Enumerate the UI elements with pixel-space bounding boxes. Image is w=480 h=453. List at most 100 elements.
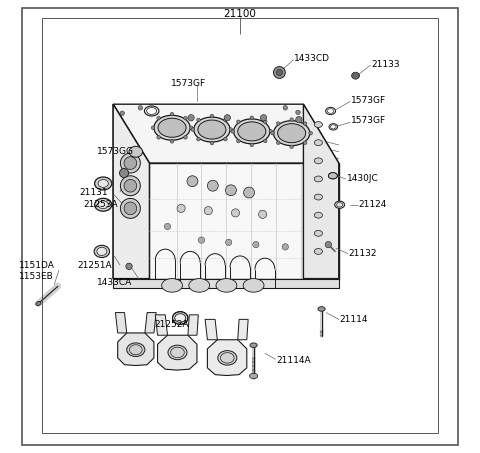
Ellipse shape bbox=[335, 201, 345, 208]
Circle shape bbox=[184, 116, 187, 120]
Ellipse shape bbox=[243, 279, 264, 292]
Text: 21132: 21132 bbox=[348, 249, 377, 258]
Circle shape bbox=[197, 137, 200, 141]
Circle shape bbox=[204, 207, 212, 215]
Circle shape bbox=[276, 122, 280, 125]
Polygon shape bbox=[205, 319, 217, 340]
Circle shape bbox=[188, 115, 194, 121]
Circle shape bbox=[296, 116, 302, 123]
Circle shape bbox=[325, 241, 332, 248]
Circle shape bbox=[187, 176, 198, 187]
Ellipse shape bbox=[238, 122, 266, 141]
Polygon shape bbox=[207, 340, 247, 376]
Ellipse shape bbox=[129, 146, 143, 157]
Circle shape bbox=[177, 204, 185, 212]
Polygon shape bbox=[113, 104, 149, 279]
Ellipse shape bbox=[36, 302, 41, 305]
Ellipse shape bbox=[277, 124, 306, 143]
Circle shape bbox=[296, 110, 300, 115]
Ellipse shape bbox=[274, 121, 310, 146]
Circle shape bbox=[124, 157, 137, 169]
Ellipse shape bbox=[95, 198, 112, 211]
Ellipse shape bbox=[158, 118, 186, 137]
Text: 1573GF: 1573GF bbox=[351, 96, 386, 105]
Ellipse shape bbox=[198, 120, 226, 139]
Polygon shape bbox=[115, 313, 127, 333]
Circle shape bbox=[224, 137, 227, 141]
Text: 21114A: 21114A bbox=[276, 356, 311, 365]
Ellipse shape bbox=[97, 247, 107, 255]
Circle shape bbox=[157, 116, 160, 120]
Ellipse shape bbox=[162, 279, 182, 292]
Polygon shape bbox=[157, 335, 197, 370]
Ellipse shape bbox=[95, 177, 112, 190]
Ellipse shape bbox=[314, 194, 323, 200]
Circle shape bbox=[210, 114, 214, 118]
Polygon shape bbox=[113, 104, 339, 163]
Circle shape bbox=[224, 115, 230, 121]
Text: 1433CD: 1433CD bbox=[294, 54, 330, 63]
Ellipse shape bbox=[144, 106, 159, 116]
Circle shape bbox=[237, 120, 240, 124]
Text: 21124: 21124 bbox=[359, 200, 387, 209]
Text: 1433CA: 1433CA bbox=[97, 278, 132, 287]
Ellipse shape bbox=[336, 202, 343, 207]
Ellipse shape bbox=[94, 246, 109, 257]
Circle shape bbox=[309, 131, 312, 135]
Circle shape bbox=[151, 126, 155, 130]
Circle shape bbox=[352, 72, 359, 79]
Circle shape bbox=[252, 241, 259, 248]
Circle shape bbox=[231, 209, 240, 217]
Polygon shape bbox=[303, 104, 339, 279]
Text: 1573GG: 1573GG bbox=[97, 147, 134, 156]
Circle shape bbox=[164, 223, 171, 230]
Circle shape bbox=[124, 179, 137, 192]
Polygon shape bbox=[145, 313, 156, 333]
Circle shape bbox=[250, 116, 253, 120]
Circle shape bbox=[210, 141, 214, 145]
Circle shape bbox=[269, 130, 273, 133]
Ellipse shape bbox=[314, 230, 323, 236]
Circle shape bbox=[138, 106, 143, 110]
Ellipse shape bbox=[98, 179, 108, 188]
Ellipse shape bbox=[314, 212, 323, 218]
Circle shape bbox=[290, 118, 293, 121]
Ellipse shape bbox=[175, 313, 186, 323]
Circle shape bbox=[198, 237, 204, 243]
Circle shape bbox=[244, 187, 254, 198]
Circle shape bbox=[126, 263, 132, 270]
Ellipse shape bbox=[329, 124, 337, 130]
Polygon shape bbox=[113, 104, 149, 279]
Ellipse shape bbox=[314, 158, 323, 164]
Text: 21100: 21100 bbox=[224, 10, 256, 19]
Text: 21133: 21133 bbox=[372, 60, 400, 69]
Circle shape bbox=[226, 239, 232, 246]
Ellipse shape bbox=[314, 176, 323, 182]
Circle shape bbox=[207, 180, 218, 191]
Ellipse shape bbox=[328, 173, 337, 179]
Circle shape bbox=[264, 139, 267, 143]
Ellipse shape bbox=[325, 107, 336, 115]
Ellipse shape bbox=[352, 72, 360, 79]
Circle shape bbox=[237, 139, 240, 143]
Text: 21131: 21131 bbox=[79, 188, 108, 197]
Ellipse shape bbox=[216, 279, 237, 292]
Polygon shape bbox=[113, 279, 339, 288]
Circle shape bbox=[120, 198, 140, 218]
Text: 1430JC: 1430JC bbox=[347, 173, 378, 183]
Ellipse shape bbox=[127, 343, 145, 357]
Circle shape bbox=[264, 120, 267, 124]
Circle shape bbox=[170, 112, 174, 116]
Circle shape bbox=[282, 244, 288, 250]
Circle shape bbox=[276, 69, 283, 76]
Circle shape bbox=[226, 185, 236, 196]
Circle shape bbox=[303, 141, 307, 145]
Circle shape bbox=[124, 202, 137, 215]
Circle shape bbox=[274, 67, 285, 78]
Ellipse shape bbox=[234, 119, 270, 144]
Text: 21114: 21114 bbox=[340, 315, 368, 324]
Circle shape bbox=[303, 122, 307, 125]
Polygon shape bbox=[149, 163, 339, 279]
Text: 21253A: 21253A bbox=[84, 200, 119, 209]
Circle shape bbox=[197, 118, 200, 122]
